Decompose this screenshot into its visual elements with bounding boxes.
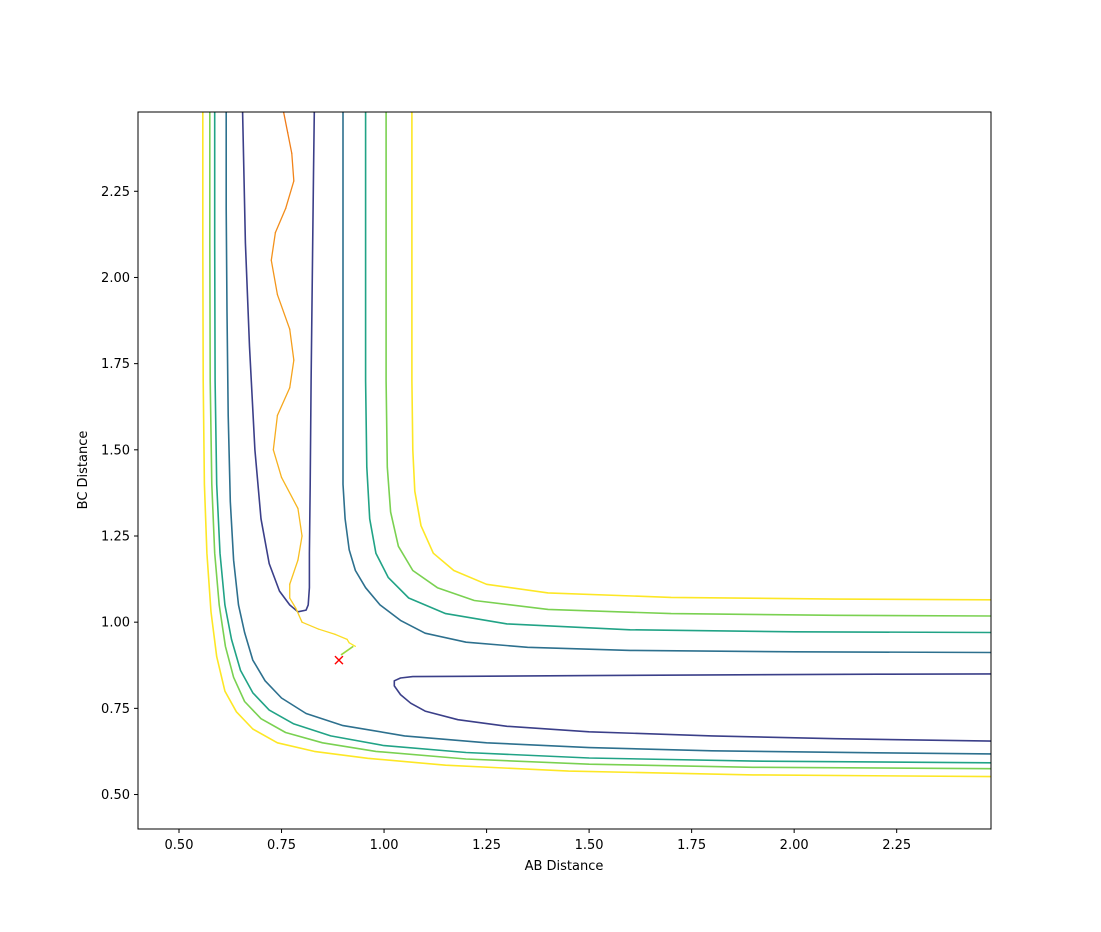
trajectory-segment (272, 414, 279, 451)
trajectory-segment (272, 449, 283, 479)
y-tick-label: 2.00 (101, 271, 130, 286)
contour-line-3-0 (385, 112, 991, 617)
x-tick-label: 0.75 (267, 838, 296, 853)
trajectory-start-segment (340, 645, 354, 656)
contour-line-4-0 (411, 112, 991, 601)
contour-line-4-1 (202, 112, 991, 778)
y-tick-label: 1.00 (101, 616, 130, 631)
trajectory-segment (280, 476, 299, 510)
x-tick-label: 0.50 (165, 838, 194, 853)
contour-lines (202, 112, 991, 778)
trajectory-segment (274, 207, 287, 234)
contour-line-0-0 (241, 112, 316, 613)
contour-line-2-1 (213, 112, 991, 764)
trajectory-segment (289, 559, 299, 585)
start-marker (334, 655, 344, 665)
trajectory-segment (284, 180, 295, 210)
trajectory-segment (276, 294, 291, 330)
y-tick-label: 2.25 (101, 185, 130, 200)
trajectory-segment (295, 607, 303, 623)
trajectory-segment (317, 628, 336, 635)
trajectory-segment (282, 112, 289, 134)
x-axis-ticks: 0.50 0.75 1.00 1.25 1.50 1.75 2.00 2.25 (165, 829, 911, 853)
plot-area (202, 112, 991, 778)
y-tick-label: 1.75 (101, 357, 130, 372)
trajectory-path (270, 112, 357, 656)
y-tick-label: 1.50 (101, 443, 130, 458)
y-tick-label: 0.50 (101, 788, 130, 803)
trajectory-segment (301, 621, 320, 630)
x-tick-label: 1.00 (370, 838, 399, 853)
trajectory-segment (287, 132, 293, 155)
x-tick-label: 2.25 (882, 838, 911, 853)
contour-line-1-0 (342, 112, 991, 654)
trajectory-segment (289, 328, 295, 361)
trajectory-segment (334, 633, 348, 641)
y-tick-label: 0.75 (101, 702, 130, 717)
x-tick-label: 2.00 (780, 838, 809, 853)
trajectory-segment (289, 359, 295, 389)
trajectory-segment (297, 535, 303, 561)
trajectory-segment (348, 642, 357, 647)
contour-line-0-1 (393, 673, 991, 742)
x-tick-label: 1.50 (575, 838, 604, 853)
trajectory-segment (291, 152, 295, 182)
trajectory-segment (270, 231, 277, 261)
x-tick-label: 1.75 (677, 838, 706, 853)
x-axis-label: AB Distance (525, 859, 604, 874)
plot-frame (137, 111, 992, 830)
contour-line-2-0 (364, 112, 991, 634)
trajectory-segment (270, 259, 279, 296)
trajectory-segment (297, 507, 303, 537)
y-tick-label: 1.25 (101, 529, 130, 544)
contour-line-3-1 (209, 112, 991, 770)
start-marker-stroke (334, 655, 344, 665)
trajectory-segment (346, 638, 350, 644)
y-axis-label: BC Distance (76, 431, 91, 510)
trajectory-segment (276, 387, 291, 416)
contour-line-1-1 (225, 112, 991, 755)
trajectory-segment (289, 597, 297, 610)
x-tick-label: 1.25 (472, 838, 501, 853)
y-axis-ticks: 0.50 0.75 1.00 1.25 1.50 1.75 2.00 2.25 (101, 185, 138, 803)
